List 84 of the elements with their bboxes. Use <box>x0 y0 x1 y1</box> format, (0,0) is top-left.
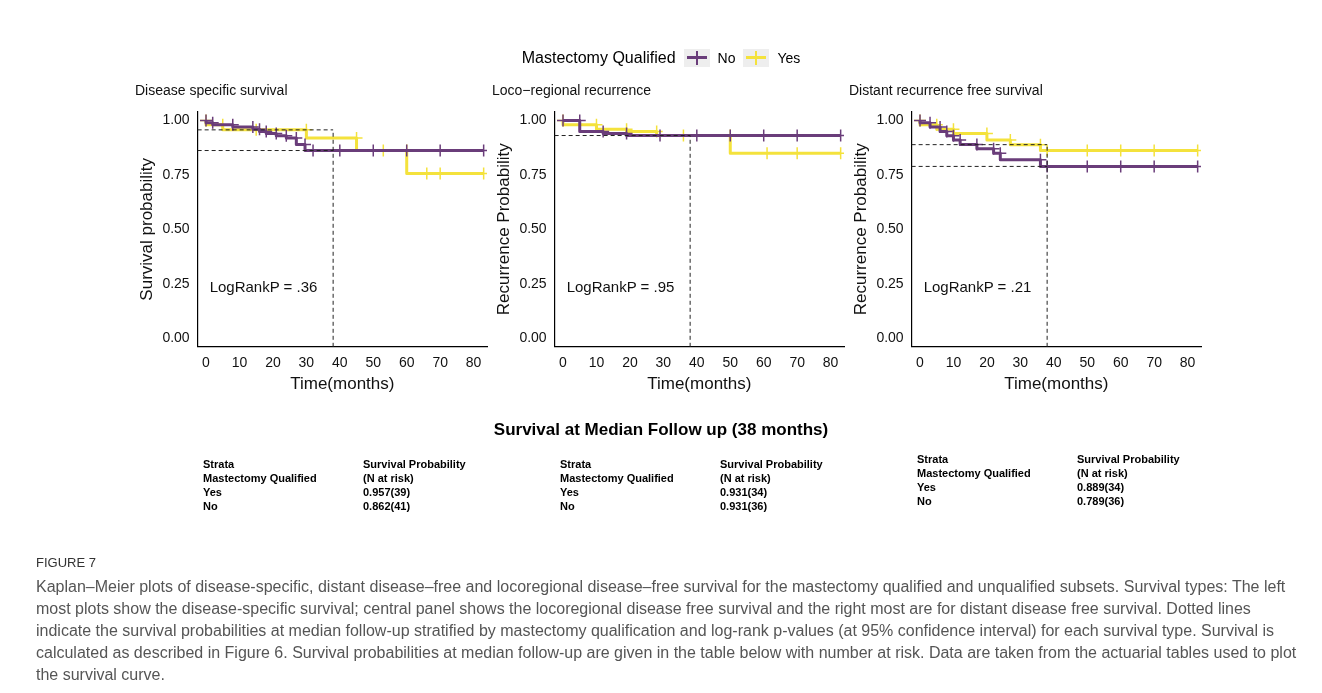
x-axis-title: Time(months) <box>647 374 752 394</box>
y-tick-label: 0.75 <box>876 165 904 182</box>
y-tick-label: 0.00 <box>519 328 547 345</box>
text: Yes <box>560 485 580 499</box>
x-tick-label: 40 <box>332 354 348 371</box>
y-tick-label: 0.00 <box>876 328 904 345</box>
x-tick-label: 40 <box>689 354 705 371</box>
x-tick-label: 10 <box>588 354 605 371</box>
chart-title: Disease specific survival <box>135 82 288 99</box>
x-tick-label: 70 <box>1146 354 1163 371</box>
y-axis-title: Survival probability <box>136 157 156 301</box>
x-tick-label: 30 <box>1012 354 1029 371</box>
y-tick-label: 0.75 <box>519 165 547 182</box>
text: No <box>560 499 576 513</box>
x-tick-label: 40 <box>1046 354 1062 371</box>
legend-label: No <box>717 49 736 66</box>
x-axis-title: Time(months) <box>1004 374 1109 394</box>
text: Kaplan–Meier plots of disease-specific, distant disease–free and locoregional disease–free survival for the mastectomy qualified and unqualified subsets. Survival types: The left most plots show the disease-specific survival; central panel shows the locoregional disease free survival and the right most are for distant disease free survival. Dotted lines indicate the survival probabilities at median follow-up stratified by mastectomy qualification and log-rank p-values (at 95% confidence interval) for each survival type. Survival is calculated as described in Figure 6. Survival probabilities at median follow-up are given in the table below with number at risk. Data are taken from the actuarial tables used to plot the survival curve. <box>36 577 1298 685</box>
text: Mastectomy Qualified <box>560 471 675 485</box>
x-tick-label: 0 <box>916 354 925 371</box>
y-tick-label: 0.00 <box>162 328 190 345</box>
text: Mastectomy Qualified <box>203 471 318 485</box>
x-tick-label: 10 <box>231 354 248 371</box>
annotation: LogRankP = .95 <box>566 278 675 296</box>
text: Survival Probability <box>363 457 467 471</box>
y-tick-label: 0.25 <box>519 274 547 291</box>
text: Strata <box>560 457 593 471</box>
x-tick-label: 20 <box>979 354 995 371</box>
x-tick-label: 70 <box>432 354 449 371</box>
x-tick-label: 80 <box>1179 354 1196 371</box>
x-tick-label: 60 <box>398 354 415 371</box>
x-tick-label: 60 <box>1112 354 1129 371</box>
y-tick-label: 1.00 <box>876 111 904 128</box>
text: No <box>917 494 933 508</box>
text: 0.931(34) <box>720 485 769 499</box>
annotation: LogRankP = .21 <box>923 278 1032 296</box>
text: Strata <box>917 452 950 466</box>
text: 0.862(41) <box>363 499 412 513</box>
x-tick-label: 30 <box>298 354 315 371</box>
text: 0.789(36) <box>1077 494 1126 508</box>
y-tick-label: 1.00 <box>519 111 547 128</box>
text: (N at risk) <box>1077 466 1129 480</box>
text: Strata <box>203 457 236 471</box>
y-tick-label: 0.50 <box>519 220 547 237</box>
legend-label: Yes <box>777 49 801 66</box>
y-tick-label: 0.50 <box>876 220 904 237</box>
x-tick-label: 0 <box>202 354 211 371</box>
legend-title: Mastectomy Qualified <box>521 48 676 67</box>
caption: FIGURE 7 <box>36 554 97 572</box>
text: 0.889(34) <box>1077 480 1126 494</box>
y-axis-title: Recurrence Probability <box>850 142 870 316</box>
x-tick-label: 30 <box>655 354 672 371</box>
text: 0.931(36) <box>720 499 769 513</box>
x-tick-label: 50 <box>1079 354 1096 371</box>
y-tick-label: 0.25 <box>162 274 190 291</box>
y-tick-label: 1.00 <box>162 111 190 128</box>
x-tick-label: 50 <box>365 354 382 371</box>
x-tick-label: 10 <box>945 354 962 371</box>
chart-title: Loco−regional recurrence <box>492 82 652 99</box>
text: Yes <box>917 480 937 494</box>
text: (N at risk) <box>720 471 772 485</box>
chart-title: Distant recurrence free survival <box>849 82 1043 99</box>
text: Survival Probability <box>1077 452 1181 466</box>
y-tick-label: 0.75 <box>162 165 190 182</box>
x-tick-label: 20 <box>622 354 638 371</box>
x-tick-label: 50 <box>722 354 739 371</box>
text: No <box>203 499 219 513</box>
text: 0.957(39) <box>363 485 412 499</box>
text: (N at risk) <box>363 471 415 485</box>
text: Survival Probability <box>720 457 824 471</box>
x-tick-label: 20 <box>265 354 281 371</box>
x-tick-label: 60 <box>755 354 772 371</box>
x-tick-label: 80 <box>465 354 482 371</box>
y-axis-title: Recurrence Probability <box>493 142 513 316</box>
x-axis-title: Time(months) <box>290 374 395 394</box>
y-tick-label: 0.25 <box>876 274 904 291</box>
text: Yes <box>203 485 223 499</box>
annotation: LogRankP = .36 <box>209 278 318 296</box>
x-tick-label: 0 <box>559 354 568 371</box>
y-tick-label: 0.50 <box>162 220 190 237</box>
x-tick-label: 80 <box>822 354 839 371</box>
x-tick-label: 70 <box>789 354 806 371</box>
text: Survival at Median Follow up (38 months) <box>492 420 830 440</box>
text: Mastectomy Qualified <box>917 466 1032 480</box>
